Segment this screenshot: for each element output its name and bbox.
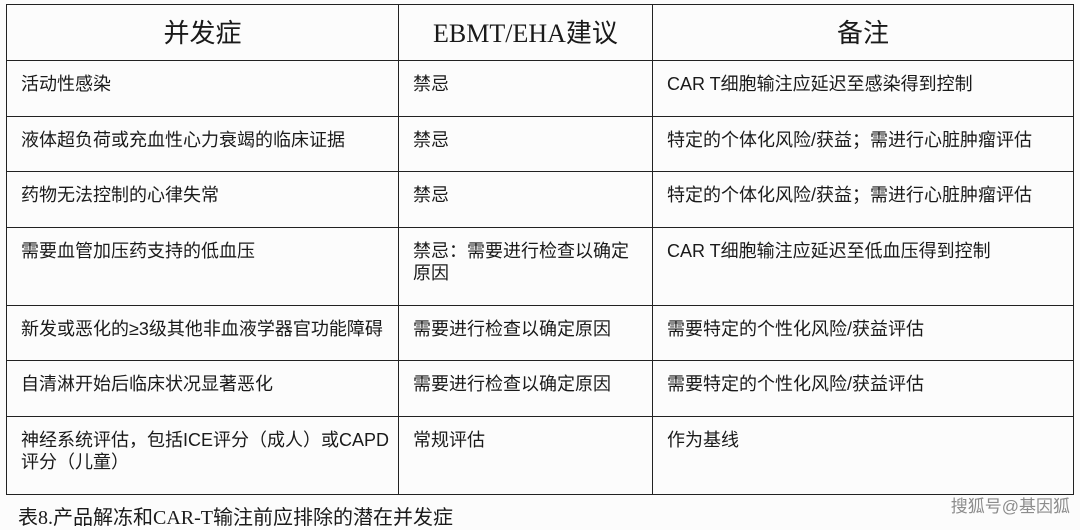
watermark: 搜狐号@基因狐 [951, 492, 1070, 517]
cell-recommendation: 需要进行检查以确定原因 [399, 305, 653, 361]
cell-complication: 液体超负荷或充血性心力衰竭的临床证据 [7, 116, 399, 172]
cell-notes: 特定的个体化风险/获益；需进行心脏肿瘤评估 [653, 116, 1074, 172]
table-row: 液体超负荷或充血性心力衰竭的临床证据 禁忌 特定的个体化风险/获益；需进行心脏肿… [7, 116, 1074, 172]
cell-notes: CAR T细胞输注应延迟至低血压得到控制 [653, 227, 1074, 305]
cell-recommendation: 禁忌 [399, 61, 653, 117]
cell-recommendation: 禁忌：需要进行检查以确定原因 [399, 227, 653, 305]
cell-notes: 需要特定的个性化风险/获益评估 [653, 305, 1074, 361]
table-header-row: 并发症 EBMT/EHA建议 备注 [7, 5, 1074, 61]
cell-complication: 药物无法控制的心律失常 [7, 172, 399, 228]
table-row: 新发或恶化的≥3级其他非血液学器官功能障碍 需要进行检查以确定原因 需要特定的个… [7, 305, 1074, 361]
col-header-recommendation: EBMT/EHA建议 [399, 5, 653, 61]
cell-complication: 自清淋开始后临床状况显著恶化 [7, 361, 399, 417]
table-container: 并发症 EBMT/EHA建议 备注 活动性感染 禁忌 CAR T细胞输注应延迟至… [0, 0, 1080, 530]
cell-recommendation: 禁忌 [399, 116, 653, 172]
table-row: 自清淋开始后临床状况显著恶化 需要进行检查以确定原因 需要特定的个性化风险/获益… [7, 361, 1074, 417]
table-row: 活动性感染 禁忌 CAR T细胞输注应延迟至感染得到控制 [7, 61, 1074, 117]
cell-recommendation: 常规评估 [399, 416, 653, 494]
col-header-notes: 备注 [653, 5, 1074, 61]
cell-notes: CAR T细胞输注应延迟至感染得到控制 [653, 61, 1074, 117]
cell-notes: 需要特定的个性化风险/获益评估 [653, 361, 1074, 417]
cell-complication: 新发或恶化的≥3级其他非血液学器官功能障碍 [7, 305, 399, 361]
cell-notes: 特定的个体化风险/获益；需进行心脏肿瘤评估 [653, 172, 1074, 228]
table-row: 神经系统评估，包括ICE评分（成人）或CAPD评分（儿童） 常规评估 作为基线 [7, 416, 1074, 494]
cell-complication: 需要血管加压药支持的低血压 [7, 227, 399, 305]
table-row: 药物无法控制的心律失常 禁忌 特定的个体化风险/获益；需进行心脏肿瘤评估 [7, 172, 1074, 228]
cell-complication: 神经系统评估，包括ICE评分（成人）或CAPD评分（儿童） [7, 416, 399, 494]
cell-recommendation: 禁忌 [399, 172, 653, 228]
complications-table: 并发症 EBMT/EHA建议 备注 活动性感染 禁忌 CAR T细胞输注应延迟至… [6, 4, 1074, 495]
cell-notes: 作为基线 [653, 416, 1074, 494]
col-header-complication: 并发症 [7, 5, 399, 61]
cell-recommendation: 需要进行检查以确定原因 [399, 361, 653, 417]
table-caption: 表8.产品解冻和CAR-T输注前应排除的潜在并发症 [6, 495, 1074, 530]
table-row: 需要血管加压药支持的低血压 禁忌：需要进行检查以确定原因 CAR T细胞输注应延… [7, 227, 1074, 305]
cell-complication: 活动性感染 [7, 61, 399, 117]
